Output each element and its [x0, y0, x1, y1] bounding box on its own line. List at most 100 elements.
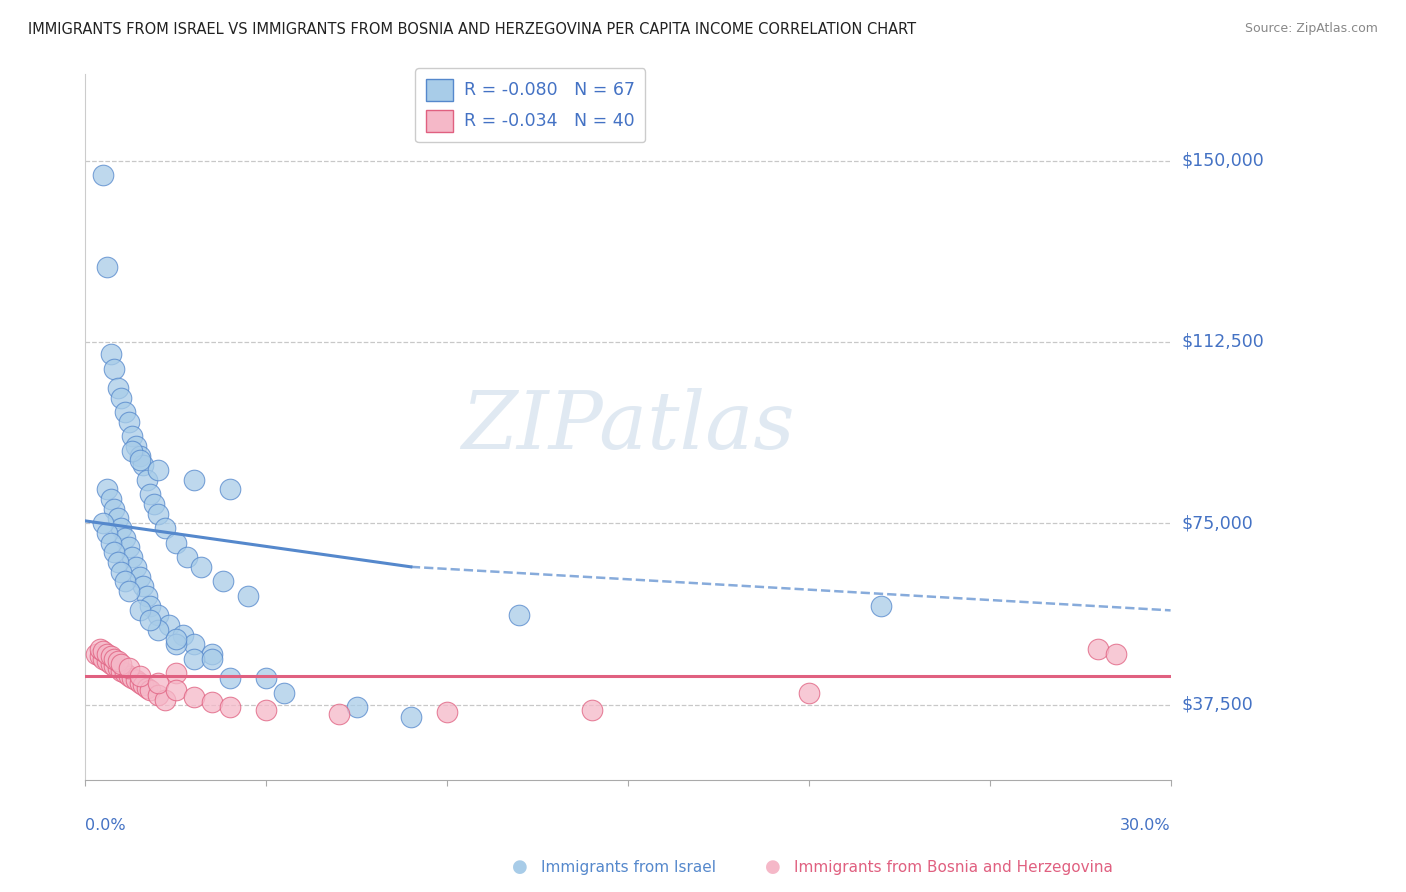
Point [797, 685, 820, 699]
Point [128, 449, 150, 463]
Point [273, 685, 295, 699]
Text: IMMIGRANTS FROM ISRAEL VS IMMIGRANTS FROM BOSNIA AND HERZEGOVINA PER CAPITA INCO: IMMIGRANTS FROM ISRAEL VS IMMIGRANTS FRO… [28, 22, 917, 37]
Point [103, 545, 125, 559]
Point [183, 690, 205, 705]
Point [146, 463, 169, 477]
Point [399, 710, 422, 724]
Text: Immigrants from Bosnia and Herzegovina: Immigrants from Bosnia and Herzegovina [794, 860, 1114, 874]
Point [107, 555, 129, 569]
Point [100, 649, 122, 664]
Point [201, 651, 224, 665]
Text: $112,500: $112,500 [1181, 333, 1264, 351]
Point [100, 535, 122, 549]
Point [96, 483, 118, 497]
Point [103, 361, 125, 376]
Point [1105, 647, 1128, 661]
Point [139, 599, 162, 613]
Point [100, 657, 122, 671]
Point [128, 569, 150, 583]
Point [118, 584, 141, 599]
Point [89, 649, 111, 664]
Point [135, 589, 157, 603]
Point [110, 521, 132, 535]
Point [110, 391, 132, 405]
Point [176, 550, 198, 565]
Point [100, 347, 122, 361]
Point [118, 661, 141, 675]
Point [132, 678, 155, 692]
Point [146, 507, 169, 521]
Text: 30.0%: 30.0% [1121, 819, 1171, 833]
Point [165, 683, 187, 698]
Point [125, 673, 148, 688]
Point [190, 559, 212, 574]
Point [153, 521, 176, 535]
Point [114, 574, 136, 589]
Point [121, 429, 143, 443]
Point [114, 666, 136, 681]
Point [236, 589, 259, 603]
Point [135, 473, 157, 487]
Point [139, 613, 162, 627]
Point [165, 535, 187, 549]
Point [581, 702, 603, 716]
Point [183, 473, 205, 487]
Text: 0.0%: 0.0% [86, 819, 127, 833]
Point [128, 668, 150, 682]
Text: ZIPatlas: ZIPatlas [461, 388, 794, 466]
Point [254, 671, 277, 685]
Point [132, 458, 155, 473]
Point [146, 608, 169, 623]
Point [107, 654, 129, 668]
Point [93, 516, 115, 531]
Point [157, 618, 180, 632]
Point [121, 443, 143, 458]
Point [89, 642, 111, 657]
Point [118, 668, 141, 682]
Point [146, 676, 169, 690]
Point [125, 559, 148, 574]
Point [346, 700, 368, 714]
Point [201, 647, 224, 661]
Text: $37,500: $37,500 [1181, 696, 1254, 714]
Point [107, 381, 129, 395]
Point [103, 501, 125, 516]
Point [128, 603, 150, 617]
Point [201, 695, 224, 709]
Point [96, 260, 118, 274]
Point [103, 659, 125, 673]
Point [143, 497, 166, 511]
Point [100, 492, 122, 507]
Point [153, 693, 176, 707]
Point [165, 632, 187, 647]
Point [107, 511, 129, 525]
Legend: R = -0.080   N = 67, R = -0.034   N = 40: R = -0.080 N = 67, R = -0.034 N = 40 [415, 68, 645, 142]
Point [114, 405, 136, 419]
Point [146, 623, 169, 637]
Point [219, 700, 242, 714]
Point [254, 702, 277, 716]
Text: $150,000: $150,000 [1181, 152, 1264, 169]
Point [118, 415, 141, 429]
Point [96, 526, 118, 541]
Point [1087, 642, 1109, 657]
Point [121, 550, 143, 565]
Point [118, 541, 141, 555]
Text: ●: ● [765, 858, 782, 876]
Point [219, 671, 242, 685]
Point [183, 637, 205, 651]
Point [436, 705, 458, 719]
Point [128, 453, 150, 467]
Point [121, 671, 143, 685]
Point [125, 439, 148, 453]
Point [93, 644, 115, 658]
Point [93, 168, 115, 182]
Text: Source: ZipAtlas.com: Source: ZipAtlas.com [1244, 22, 1378, 36]
Point [328, 707, 350, 722]
Point [96, 647, 118, 661]
Text: ●: ● [512, 858, 529, 876]
Point [139, 683, 162, 698]
Point [508, 608, 530, 623]
Point [165, 666, 187, 681]
Point [110, 565, 132, 579]
